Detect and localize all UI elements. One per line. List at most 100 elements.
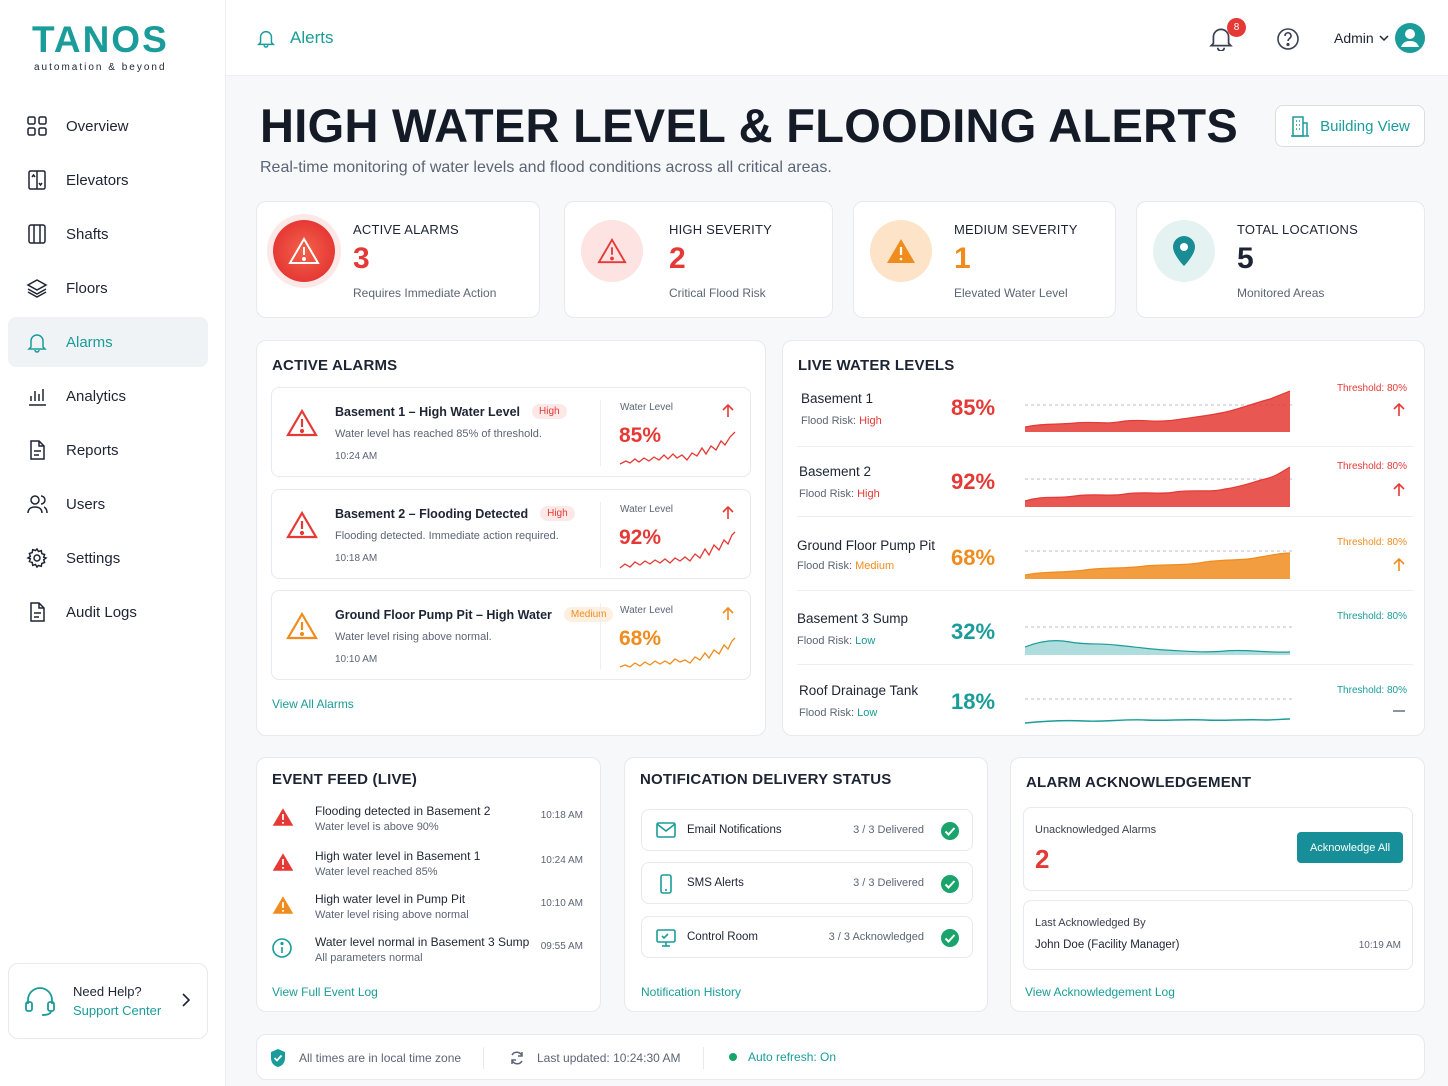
warning-icon — [286, 611, 318, 640]
sidebar-item-shafts[interactable]: Shafts — [8, 209, 208, 259]
threshold-label: Threshold: 80% — [1336, 685, 1407, 696]
sidebar-item-label: Shafts — [66, 225, 109, 243]
sidebar-item-elevators[interactable]: Elevators — [8, 155, 208, 205]
event-feed-panel: EVENT FEED (LIVE) Flooding detected in B… — [256, 757, 601, 1012]
flood-risk-label: Flood Risk: — [801, 415, 857, 427]
avatar[interactable] — [1394, 22, 1426, 54]
location-name: Basement 1 — [801, 391, 874, 406]
level-row[interactable]: Basement 3 Sump Flood Risk: Low 32% Thre… — [797, 595, 1413, 665]
warning-icon — [286, 510, 318, 539]
page-subtitle: Real-time monitoring of water levels and… — [260, 159, 832, 176]
support-center-link[interactable]: Support Center — [73, 1003, 162, 1018]
event-item[interactable]: Flooding detected in Basement 2 Water le… — [271, 804, 583, 848]
sidebar-item-overview[interactable]: Overview — [8, 101, 208, 151]
sidebar-item-analytics[interactable]: Analytics — [8, 371, 208, 421]
level-row[interactable]: Basement 1 Flood Risk: High 85% Threshol… — [797, 377, 1413, 447]
delivery-row[interactable]: SMS Alerts 3 / 3 Delivered — [641, 862, 973, 904]
sidebar-item-floors[interactable]: Floors — [8, 263, 208, 313]
stat-card-high-severity: HIGH SEVERITY 2 Critical Flood Risk — [564, 201, 833, 318]
level-row[interactable]: Basement 2 Flood Risk: High 92% Threshol… — [797, 447, 1413, 517]
water-level-value: 68% — [619, 627, 662, 650]
level-area — [1025, 467, 1290, 507]
view-full-event-log-link[interactable]: View Full Event Log — [272, 985, 378, 999]
notification-bell-icon[interactable] — [1209, 25, 1233, 51]
document-icon — [30, 440, 45, 460]
building-icon — [1291, 116, 1310, 137]
event-item[interactable]: High water level in Pump Pit Water level… — [271, 892, 583, 936]
sidebar-item-label: Floors — [66, 279, 108, 297]
users-icon — [27, 495, 48, 514]
event-item[interactable]: Water level normal in Basement 3 Sump Al… — [271, 935, 583, 979]
stat-value: 5 — [1237, 242, 1254, 275]
event-item[interactable]: High water level in Basement 1 Water lev… — [271, 849, 583, 893]
status-dot-icon — [729, 1053, 737, 1061]
user-menu[interactable]: Admin — [1334, 30, 1390, 46]
alarm-title: Basement 2 – Flooding Detected — [335, 506, 529, 521]
sparkline-line — [619, 637, 736, 668]
stat-card-active-alarms: ACTIVE ALARMS 3 Requires Immediate Actio… — [256, 201, 540, 318]
event-title: High water level in Basement 1 — [315, 849, 481, 863]
info-icon — [272, 938, 292, 958]
water-level-label: Water Level — [620, 504, 673, 515]
notification-delivery-panel: NOTIFICATION DELIVERY STATUS Email Notif… — [624, 757, 988, 1012]
delivery-row[interactable]: Email Notifications 3 / 3 Delivered — [641, 809, 973, 851]
alarm-card[interactable]: Ground Floor Pump Pit – High Water Medium… — [271, 590, 751, 680]
view-all-alarms-link[interactable]: View All Alarms — [272, 697, 354, 711]
last-acknowledged-by: John Doe (Facility Manager) — [1035, 939, 1180, 951]
notification-history-link[interactable]: Notification History — [641, 985, 742, 999]
breadcrumb-label[interactable]: Alerts — [290, 28, 334, 47]
sidebar-item-label: Elevators — [66, 171, 129, 189]
refresh-icon[interactable] — [509, 1050, 525, 1066]
sidebar-item-reports[interactable]: Reports — [8, 425, 208, 475]
flood-risk-value: Medium — [855, 560, 895, 572]
view-acknowledgement-log-link[interactable]: View Acknowledgement Log — [1025, 985, 1175, 999]
sidebar-item-label: Analytics — [66, 387, 127, 405]
stat-icon-circle — [870, 220, 932, 282]
stat-note: Elevated Water Level — [954, 286, 1068, 300]
sidebar: TANOS automation & beyond Overview Eleva… — [0, 0, 226, 1086]
sidebar-item-audit-logs[interactable]: Audit Logs — [8, 587, 208, 637]
flood-risk-value: Low — [857, 707, 878, 719]
steady-trend-icon — [1393, 710, 1405, 712]
stat-value: 1 — [954, 242, 971, 275]
help-card[interactable]: Need Help? Support Center — [8, 963, 208, 1039]
warning-icon — [272, 853, 294, 871]
stat-value: 3 — [353, 242, 370, 275]
level-value: 68% — [951, 545, 996, 570]
water-level-value: 92% — [619, 526, 662, 549]
up-arrow-icon — [722, 506, 734, 519]
alarm-time: 10:24 AM — [335, 451, 378, 462]
layers-icon — [26, 279, 48, 298]
sidebar-item-users[interactable]: Users — [8, 479, 208, 529]
sidebar-item-label: Users — [66, 495, 106, 513]
delivery-row[interactable]: Control Room 3 / 3 Acknowledged — [641, 916, 973, 958]
alarm-card[interactable]: Basement 2 – Flooding Detected High Flood… — [271, 489, 751, 579]
event-description: Water level reached 85% — [315, 866, 438, 878]
help-title: Need Help? — [73, 984, 142, 999]
alarm-description: Water level rising above normal. — [335, 631, 492, 643]
sidebar-item-alarms[interactable]: Alarms — [8, 317, 208, 367]
sidebar-item-settings[interactable]: Settings — [8, 533, 208, 583]
section-title: NOTIFICATION DELIVERY STATUS — [640, 771, 892, 788]
help-icon[interactable] — [1276, 27, 1300, 51]
water-level-label: Water Level — [620, 605, 673, 616]
sidebar-nav: Overview Elevators Shafts Floors Alarms … — [8, 101, 208, 641]
building-view-button[interactable]: Building View — [1275, 105, 1425, 147]
check-circle-icon — [941, 875, 959, 893]
delivery-status: 3 / 3 Acknowledged — [828, 931, 924, 943]
location-name: Roof Drainage Tank — [799, 683, 919, 698]
sidebar-item-label: Reports — [66, 441, 119, 459]
timezone-note: All times are in local time zone — [269, 1048, 461, 1068]
chevron-down-icon — [1379, 35, 1389, 42]
up-arrow-icon — [722, 607, 734, 620]
delivery-channel: SMS Alerts — [687, 877, 744, 889]
level-value: 92% — [951, 469, 996, 494]
alarm-card[interactable]: Basement 1 – High Water Level High Water … — [271, 387, 751, 477]
chevron-right-icon — [182, 993, 191, 1007]
level-row[interactable]: Roof Drainage Tank Flood Risk: Low 18% T… — [797, 665, 1413, 735]
acknowledge-all-button[interactable]: Acknowledge All — [1297, 832, 1403, 863]
threshold-label: Threshold: 80% — [1336, 537, 1407, 548]
level-row[interactable]: Ground Floor Pump Pit Flood Risk: Medium… — [797, 521, 1413, 591]
flood-risk: Flood Risk: Low — [797, 635, 875, 647]
auto-refresh[interactable]: Auto refresh: On — [729, 1050, 836, 1064]
